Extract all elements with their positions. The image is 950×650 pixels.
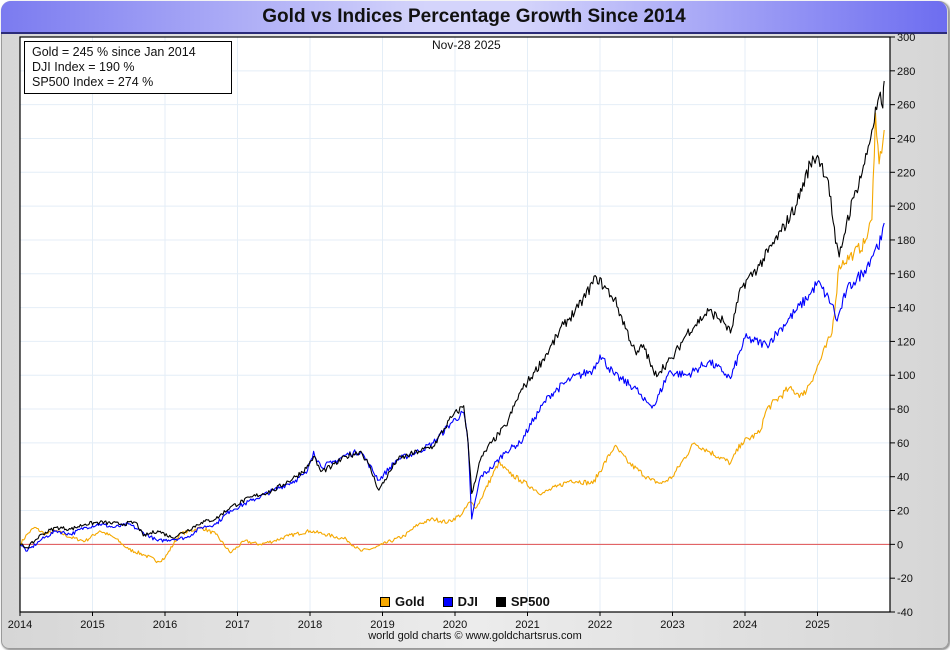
- legend-swatch-gold: [380, 596, 390, 607]
- legend-item-sp500: SP500: [495, 594, 550, 609]
- legend: Gold DJI SP500: [380, 594, 550, 609]
- x-tick-label: 2017: [225, 619, 249, 631]
- legend-item-gold: Gold: [380, 594, 425, 609]
- legend-swatch-sp500: [495, 596, 506, 607]
- y-tick-label: 120: [897, 336, 915, 348]
- y-tick-label: 60: [897, 438, 909, 450]
- summary-gold: Gold = 245 % since Jan 2014: [32, 45, 196, 59]
- y-axis: 3002802602402202001801601401201008060402…: [890, 32, 915, 619]
- x-tick-label: 2019: [370, 619, 394, 631]
- x-axis: 2014 2015 2016 2017 2018 2019 2020 2021 2022 2023…: [8, 612, 830, 631]
- x-tick-label: 2014: [8, 619, 32, 631]
- summary-box: Gold = 245 % since Jan 2014 DJI Index = …: [24, 41, 232, 94]
- y-tick-label: 160: [897, 269, 915, 281]
- y-tick-label: 0: [897, 539, 903, 551]
- x-tick-label: 2020: [443, 619, 467, 631]
- legend-label-sp500: SP500: [510, 594, 550, 609]
- x-tick-label: 2016: [153, 619, 177, 631]
- y-tick-label: 200: [897, 201, 915, 213]
- y-tick-label: 300: [897, 32, 915, 44]
- x-tick-label: 2015: [80, 619, 104, 631]
- y-tick-label: 20: [897, 506, 909, 518]
- y-tick-label: 100: [897, 370, 915, 382]
- series-line-dji: [19, 222, 885, 552]
- series-line-gold: [20, 112, 885, 564]
- x-tick-label: 2022: [588, 619, 612, 631]
- y-tick-label: -40: [897, 607, 913, 619]
- summary-sp500: SP500 Index = 274 %: [32, 75, 154, 89]
- legend-label-gold: Gold: [395, 594, 425, 609]
- y-tick-label: 140: [897, 303, 915, 315]
- y-tick-label: 40: [897, 472, 909, 484]
- legend-label-dji: DJI: [457, 594, 478, 609]
- x-tick-label: 2023: [660, 619, 684, 631]
- x-tick-label: 2018: [298, 619, 322, 631]
- y-tick-label: 260: [897, 100, 915, 112]
- legend-swatch-dji: [442, 596, 453, 607]
- y-tick-label: 80: [897, 404, 909, 416]
- series-line-sp500: [19, 80, 885, 549]
- y-tick-label: 220: [897, 167, 915, 179]
- legend-item-dji: DJI: [442, 594, 478, 609]
- summary-dji: DJI Index = 190 %: [32, 60, 135, 74]
- y-tick-label: -20: [897, 573, 913, 585]
- x-tick-label: 2021: [515, 619, 539, 631]
- y-tick-label: 240: [897, 133, 915, 145]
- chart-title: Gold vs Indices Percentage Growth Since …: [1, 1, 947, 34]
- footer-credit: world gold charts © www.goldchartsrus.co…: [368, 630, 582, 642]
- x-tick-label: 2025: [805, 619, 829, 631]
- series-group: [19, 80, 885, 564]
- date-label: Nov-28 2025: [432, 38, 501, 52]
- y-tick-label: 280: [897, 66, 915, 78]
- x-tick-label: 2024: [733, 619, 757, 631]
- y-tick-label: 180: [897, 235, 915, 247]
